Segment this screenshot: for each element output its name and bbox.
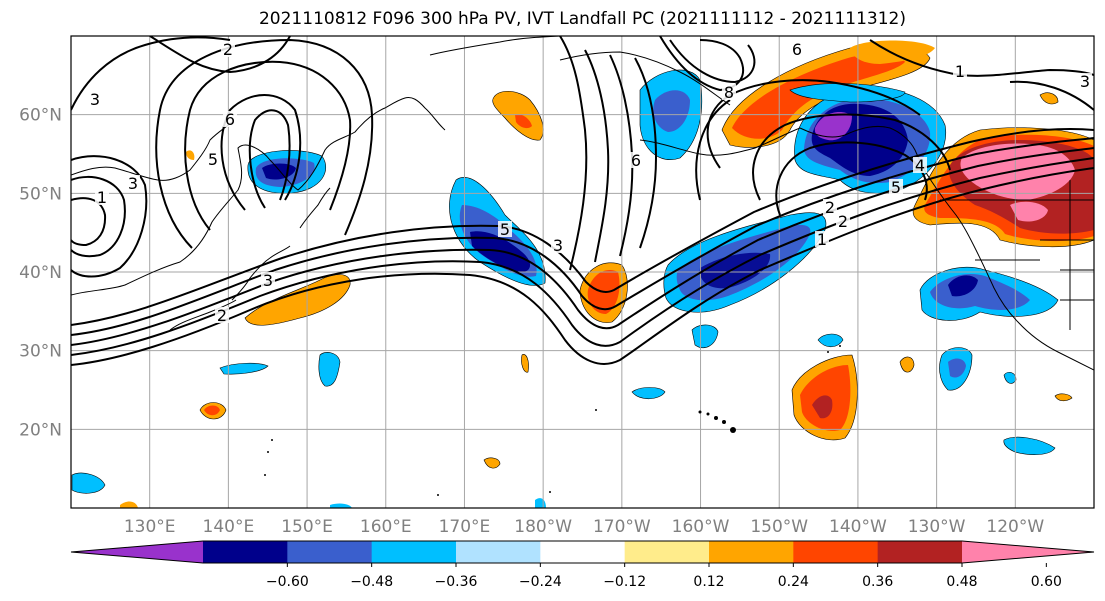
contour-label: 3 xyxy=(90,90,100,109)
latitude-tick-label: 60°N xyxy=(19,106,62,126)
colorbar-min-extend xyxy=(71,541,203,563)
longitude-tick-label: 170°E xyxy=(439,517,491,537)
colorbar-tick-label: 0.12 xyxy=(693,574,724,590)
contour-label-bg xyxy=(95,189,109,205)
contour-label: 4 xyxy=(915,156,925,175)
colorbar-outline xyxy=(70,540,1095,564)
colorbar-tick-label: 0.60 xyxy=(1031,574,1062,590)
longitude-tick-label: 150°E xyxy=(281,517,333,537)
contour-label: 2 xyxy=(838,212,848,231)
contour-label-bg xyxy=(1078,73,1092,89)
contour-label-bg xyxy=(551,237,565,253)
latitude-tick-label: 50°N xyxy=(19,184,62,204)
contour-label-bg xyxy=(223,111,237,127)
colorbar-segment xyxy=(540,541,626,563)
colorbar-max-extend xyxy=(962,541,1094,563)
colorbar-segment xyxy=(287,541,373,563)
longitude-tick-label: 130°W xyxy=(908,517,966,537)
longitude-tick-label: 160°W xyxy=(672,517,730,537)
longitude-tick-label: 120°W xyxy=(986,517,1044,537)
colorbar xyxy=(70,540,1095,567)
latitude-labels: 60°N 50°N 40°N 30°N 20°N xyxy=(19,106,62,441)
contour-label-bg xyxy=(261,272,275,288)
latitude-tick-label: 30°N xyxy=(19,342,62,362)
contour-label: 2 xyxy=(825,198,835,217)
contour-label: 2 xyxy=(223,40,233,59)
contour-label: 6 xyxy=(792,40,802,59)
colorbar-tick-label: −0.36 xyxy=(435,574,478,590)
longitude-labels: 130°E 140°E 150°E 160°E 170°E 180°W 170°W 160°W… xyxy=(124,517,1045,537)
contour-label-bg xyxy=(126,175,140,191)
colorbar-tick-label: −0.12 xyxy=(603,574,646,590)
colorbar-labels: −0.60 −0.48 −0.36 −0.24 −0.12 0.12 0.24 0.36 0.4… xyxy=(266,574,1062,590)
islands xyxy=(264,345,841,496)
map-frame xyxy=(70,35,1095,509)
colorbar-segment xyxy=(877,541,963,563)
map-title: 2021110812 F096 300 hPa PV, IVT Landfall… xyxy=(258,9,906,29)
contour-label-bg xyxy=(815,231,829,247)
colorbar-segment xyxy=(624,541,710,563)
contour-label: 3 xyxy=(1080,72,1090,91)
colorbar-tick-label: −0.60 xyxy=(266,574,309,590)
pv-contours xyxy=(71,36,1094,366)
colorbar-segment xyxy=(456,541,541,563)
colorbar-tick-label: 0.36 xyxy=(862,574,893,590)
colorbar-segment xyxy=(709,541,794,563)
colorbar-segment xyxy=(371,541,457,563)
contour-label-bg xyxy=(823,199,837,215)
contour-label-bg xyxy=(889,179,903,195)
contour-label: 8 xyxy=(724,83,734,102)
contour-label-bg xyxy=(953,63,967,79)
contour-label-bg xyxy=(221,41,235,57)
contour-label: 2 xyxy=(217,306,227,325)
contour-label: 5 xyxy=(208,150,218,169)
pos-anomaly-west-pacific xyxy=(244,274,351,326)
longitude-tick-label: 140°W xyxy=(829,517,887,537)
contour-label: 6 xyxy=(631,151,641,170)
contour-label-bg xyxy=(790,41,804,57)
colorbar-segment xyxy=(203,541,288,563)
contour-label-bg xyxy=(913,157,927,173)
contour-label-bg xyxy=(498,221,512,237)
longitude-tick-label: 170°W xyxy=(593,517,651,537)
contour-label-bg xyxy=(88,91,102,107)
contour-label: 1 xyxy=(97,188,107,207)
colorbar-tick-label: 0.24 xyxy=(778,574,809,590)
longitude-tick-label: 160°E xyxy=(360,517,412,537)
colorbar-segment xyxy=(793,541,879,563)
contour-label-bg xyxy=(215,307,229,323)
contour-label-bg xyxy=(722,84,736,100)
contour-label-bg xyxy=(836,213,850,229)
contour-label: 5 xyxy=(500,220,510,239)
longitude-tick-label: 180°W xyxy=(514,517,572,537)
latitude-tick-label: 40°N xyxy=(19,263,62,283)
contour-label: 5 xyxy=(891,178,901,197)
longitude-tick-label: 130°E xyxy=(124,517,176,537)
contour-label: 3 xyxy=(263,271,273,290)
contour-label: 6 xyxy=(225,110,235,129)
colorbar-tick-label: −0.48 xyxy=(350,574,393,590)
longitude-tick-label: 140°E xyxy=(203,517,255,537)
longitude-tick-label: 150°W xyxy=(750,517,808,537)
contour-label: 1 xyxy=(817,230,827,249)
coastlines xyxy=(71,36,1094,371)
contour-label: 3 xyxy=(553,236,563,255)
colorbar-tick-label: −0.24 xyxy=(519,574,562,590)
colorbar-tick-label: 0.48 xyxy=(946,574,977,590)
latitude-tick-label: 20°N xyxy=(19,420,62,440)
contour-label: 1 xyxy=(955,62,965,81)
contour-label: 3 xyxy=(128,174,138,193)
contour-label-bg xyxy=(206,151,220,167)
contour-label-bg xyxy=(629,152,643,168)
